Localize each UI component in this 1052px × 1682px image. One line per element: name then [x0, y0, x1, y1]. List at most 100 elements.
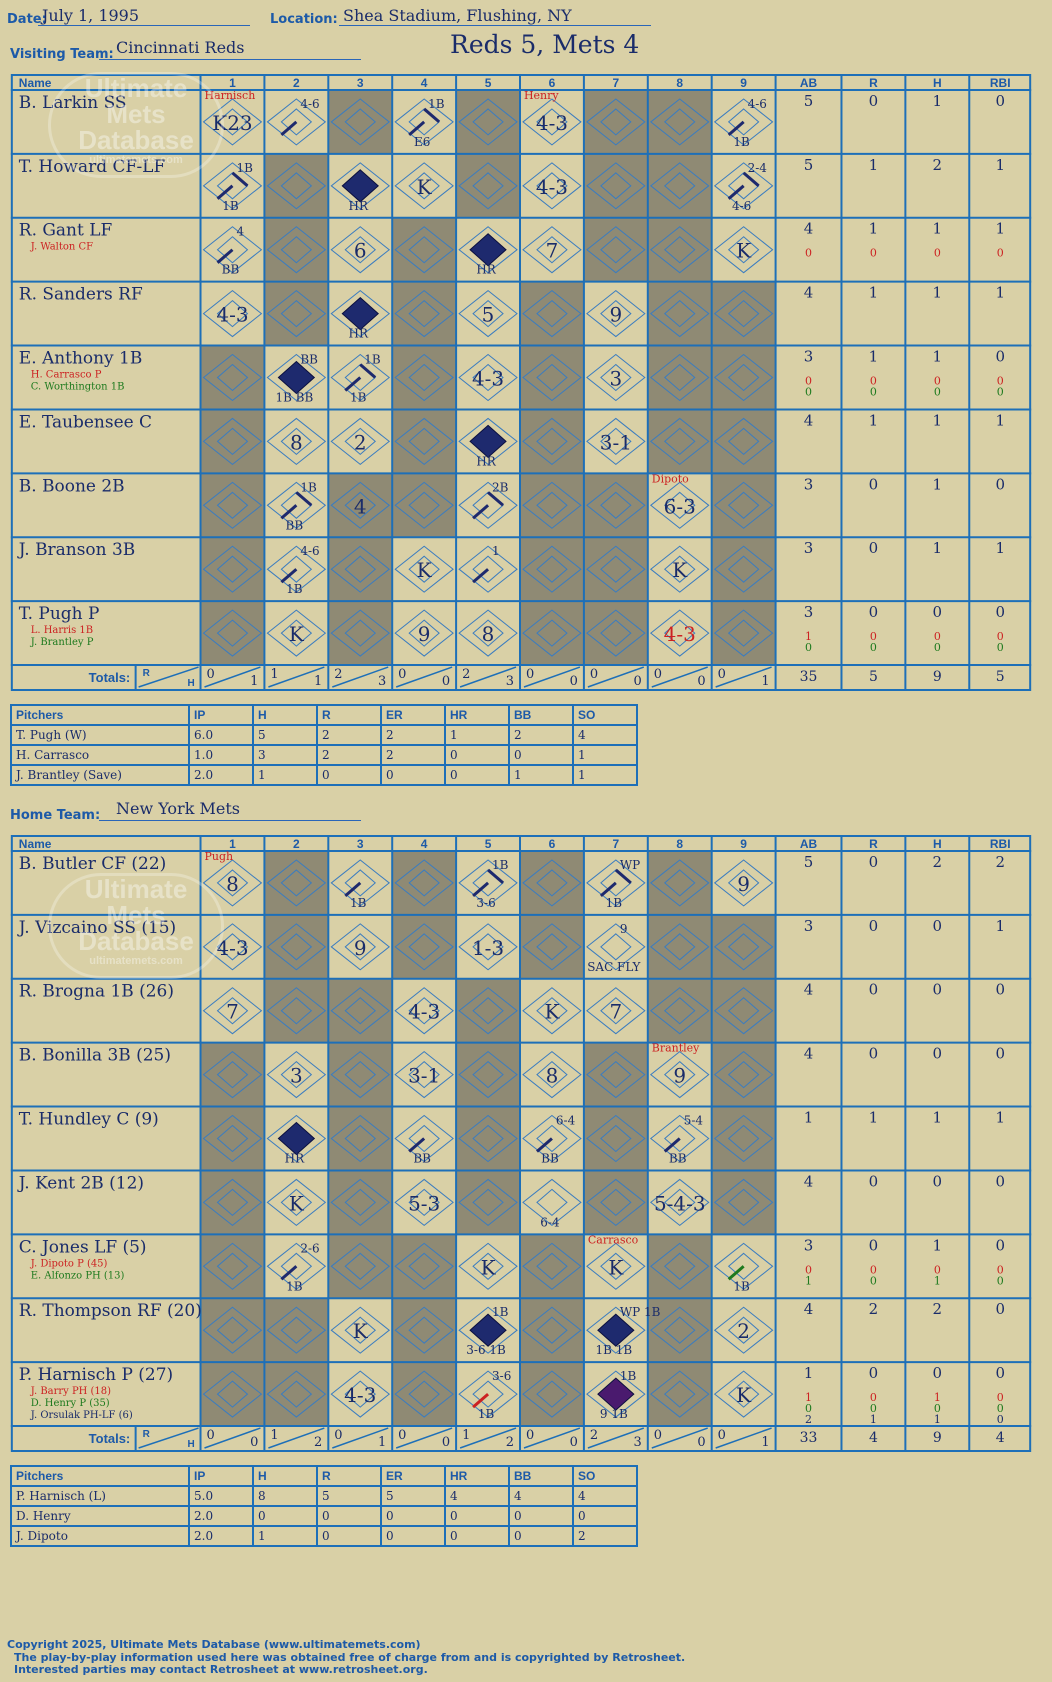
base-advance-line [216, 184, 234, 200]
inning-cell-shaded [200, 1042, 265, 1107]
play-result: K [353, 1319, 369, 1343]
location-label: Location: [270, 12, 338, 27]
pitcher-stat: 6.0 [188, 724, 254, 746]
player-stat-value: 0 [805, 1402, 812, 1415]
base-path-diamond [344, 1252, 376, 1280]
base-path-diamond-outer [649, 1242, 710, 1290]
player-stat-value: 0 [997, 641, 1004, 654]
play-result: 4-6 [748, 97, 767, 111]
player-stat-value: 1 [869, 348, 879, 366]
base-path-diamond [536, 299, 568, 328]
player-stat-value: 1 [869, 156, 879, 174]
base-path-diamond-outer [202, 98, 263, 146]
base-path-diamond-outer [458, 162, 518, 210]
base-advance-line [663, 1137, 681, 1153]
player-stat-value: 0 [995, 348, 1005, 366]
inning-total-slash [268, 1427, 325, 1449]
base-path-diamond-outer [330, 1370, 391, 1418]
play-result: 1B [364, 353, 381, 367]
inning-header: 9 [740, 837, 747, 851]
inning-cell-shaded [520, 850, 584, 915]
inning-cell-shaded [328, 473, 393, 538]
play-detail: 1B [478, 1407, 495, 1421]
base-path-diamond-outer [330, 1051, 391, 1099]
base-path-diamond [664, 997, 696, 1025]
run-scored-diamond [277, 1121, 316, 1156]
inning-cell-shaded [520, 601, 584, 666]
base-path-diamond [408, 555, 440, 583]
pitcher-stat: 0 [444, 1525, 510, 1547]
stat-header: H [933, 76, 942, 90]
base-path-diamond-outer [266, 1242, 327, 1290]
player-stat-value: 0 [870, 374, 877, 387]
play-result: K [544, 1000, 560, 1024]
base-path-diamond [664, 555, 696, 583]
play-result: 4-3 [664, 622, 696, 646]
play-result: 7 [609, 1000, 622, 1024]
base-path-diamond [216, 1252, 249, 1280]
base-path-diamond [536, 1188, 568, 1217]
base-path-diamond [344, 427, 376, 456]
player-name: T. Howard CF-LF [19, 157, 166, 177]
base-path-diamond [664, 1380, 696, 1408]
play-result: 3 [609, 366, 622, 390]
inning-header: 2 [293, 837, 300, 851]
base-path-diamond-outer [649, 1370, 710, 1418]
base-path-diamond-outer [458, 1242, 518, 1290]
base-path-diamond [727, 619, 760, 647]
inning-cell-shaded [328, 1170, 393, 1235]
player-stat-value: 4 [804, 411, 814, 429]
base-path-diamond-outer [202, 545, 263, 593]
play-result: WP 1B [620, 1305, 661, 1319]
inning-cell-shaded [711, 1042, 776, 1107]
base-path-diamond-outer [586, 353, 646, 402]
player-stat-value: 0 [933, 603, 943, 621]
base-path-diamond [664, 933, 696, 961]
pitcher-change-note: Harnisch [205, 89, 256, 102]
play-detail: 3-6 1B [466, 1343, 506, 1357]
base-path-diamond-outer [330, 859, 391, 907]
player-stat-value: 1 [805, 630, 812, 643]
pitchers-header-cell: SO [572, 704, 638, 726]
play-detail: HR [285, 1151, 305, 1165]
stat-header: R [869, 76, 878, 90]
base-path-diamond-outer [713, 353, 774, 402]
inning-cell-shaded [456, 1170, 521, 1235]
base-path-diamond-outer [394, 1306, 454, 1354]
play-result: 4-3 [216, 303, 248, 327]
base-path-diamond [408, 1188, 440, 1217]
pitcher-stat: 0 [508, 744, 574, 766]
inning-cell-shaded [647, 1362, 712, 1427]
base-path-diamond-outer [649, 98, 710, 146]
stat-header: RBI [990, 76, 1011, 90]
pitcher-name: J. Dipoto [10, 1525, 190, 1547]
run-scored-diamond [277, 360, 316, 395]
base-path-diamond-outer [649, 1051, 710, 1099]
player-stat-value: 4 [804, 1172, 814, 1190]
base-path-diamond [280, 933, 313, 961]
player-stat-value: 0 [869, 853, 879, 871]
base-path-diamond [664, 1188, 696, 1217]
base-path-diamond [600, 555, 632, 583]
stat-total: 35 [800, 669, 818, 685]
base-path-diamond-outer [586, 1242, 646, 1290]
inning-header: 5 [485, 76, 492, 90]
player-stat-value: 0 [870, 1274, 877, 1287]
base-path-diamond [408, 933, 440, 961]
base-path-diamond [408, 1124, 440, 1153]
inning-cell-shaded [520, 409, 584, 474]
play-result: 3-1 [600, 430, 632, 454]
inning-total-slash [204, 1427, 261, 1449]
inning-total-slash [651, 666, 708, 688]
player-stat-value: 1 [804, 1109, 814, 1127]
player-stat-value: 1 [804, 1364, 814, 1382]
play-result: WP [620, 858, 640, 872]
base-advance-line [344, 881, 362, 898]
run-scored-diamond [469, 1313, 507, 1347]
base-advance-line [487, 868, 505, 885]
location-underline [339, 25, 651, 26]
inning-hits-total: 1 [314, 674, 322, 689]
stat-total: 4 [869, 1430, 878, 1446]
player-stat-value: 1 [934, 1391, 941, 1404]
base-path-diamond [408, 363, 440, 392]
